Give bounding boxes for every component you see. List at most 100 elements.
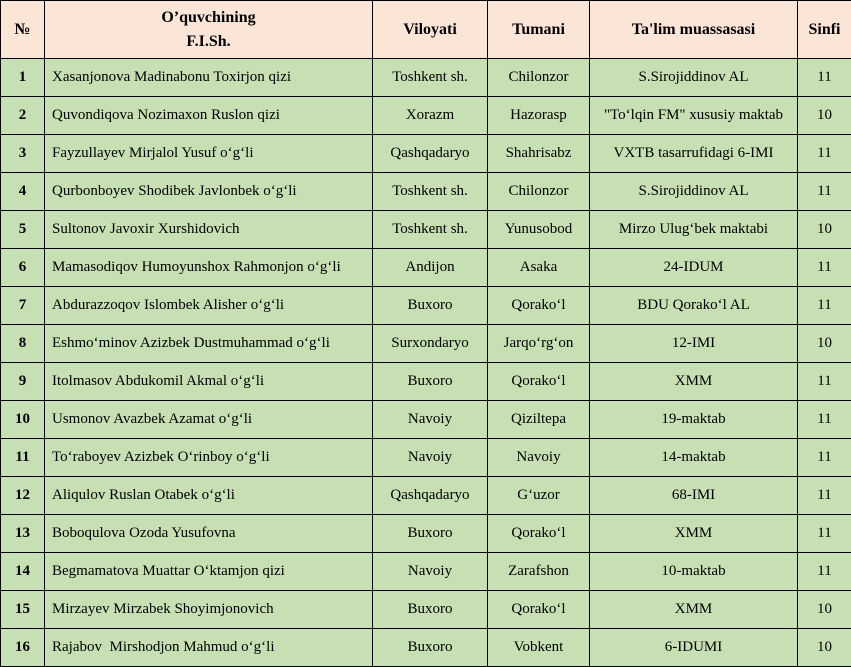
cell-student-name: Rajabov Mirshodjon Mahmud oʻgʻli [45, 629, 373, 667]
cell-district: Vobkent [488, 629, 590, 667]
cell-student-name: Begmamatova Muattar Oʻktamjon qizi [45, 553, 373, 591]
cell-institution: 24-IDUM [590, 249, 798, 287]
cell-number: 12 [1, 477, 45, 515]
cell-grade: 11 [798, 249, 851, 287]
cell-district: Navoiy [488, 439, 590, 477]
cell-region: Andijon [373, 249, 488, 287]
cell-district: Asaka [488, 249, 590, 287]
header-grade: Sinfi [798, 1, 851, 59]
cell-district: Hazorasp [488, 97, 590, 135]
cell-number: 13 [1, 515, 45, 553]
cell-institution: 12-IMI [590, 325, 798, 363]
cell-grade: 11 [798, 553, 851, 591]
table-row: 8 Eshmoʻminov Azizbek Dustmuhammad oʻgʻl… [1, 325, 851, 363]
cell-number: 10 [1, 401, 45, 439]
cell-institution: Mirzo Ulugʻbek maktabi [590, 211, 798, 249]
cell-region: Qashqadaryo [373, 135, 488, 173]
cell-district: Zarafshon [488, 553, 590, 591]
cell-student-name: Boboqulova Ozoda Yusufovna [45, 515, 373, 553]
header-district: Tumani [488, 1, 590, 59]
cell-grade: 11 [798, 173, 851, 211]
table-row: 10 Usmonov Avazbek Azamat oʻgʻli Navoiy … [1, 401, 851, 439]
cell-student-name: Mamasodiqov Humoyunshox Rahmonjon oʻgʻli [45, 249, 373, 287]
cell-student-name: Aliqulov Ruslan Otabek oʻgʻli [45, 477, 373, 515]
cell-grade: 11 [798, 59, 851, 97]
table-row: 9 Itolmasov Abdukomil Akmal oʻgʻli Buxor… [1, 363, 851, 401]
cell-institution: 10-maktab [590, 553, 798, 591]
cell-district: Chilonzor [488, 173, 590, 211]
cell-number: 4 [1, 173, 45, 211]
cell-region: Navoiy [373, 553, 488, 591]
cell-grade: 11 [798, 287, 851, 325]
cell-student-name: Quvondiqova Nozimaxon Ruslon qizi [45, 97, 373, 135]
cell-district: Chilonzor [488, 59, 590, 97]
cell-number: 9 [1, 363, 45, 401]
cell-student-name: Itolmasov Abdukomil Akmal oʻgʻli [45, 363, 373, 401]
cell-grade: 10 [798, 591, 851, 629]
cell-student-name: Usmonov Avazbek Azamat oʻgʻli [45, 401, 373, 439]
cell-region: Navoiy [373, 401, 488, 439]
cell-grade: 10 [798, 629, 851, 667]
cell-region: Buxoro [373, 363, 488, 401]
cell-number: 14 [1, 553, 45, 591]
cell-institution: VXTB tasarrufidagi 6-IMI [590, 135, 798, 173]
cell-grade: 11 [798, 439, 851, 477]
cell-number: 6 [1, 249, 45, 287]
cell-region: Surxondaryo [373, 325, 488, 363]
table-row: 15 Mirzayev Mirzabek Shoyimjonovich Buxo… [1, 591, 851, 629]
cell-number: 5 [1, 211, 45, 249]
table-row: 14 Begmamatova Muattar Oʻktamjon qizi Na… [1, 553, 851, 591]
cell-number: 11 [1, 439, 45, 477]
cell-institution: 6-IDUMI [590, 629, 798, 667]
header-student-name-line2: F.I.Sh. [186, 33, 230, 50]
cell-number: 15 [1, 591, 45, 629]
cell-grade: 11 [798, 477, 851, 515]
table-row: 1 Xasanjonova Madinabonu Toxirjon qizi T… [1, 59, 851, 97]
cell-district: Jarqoʻrgʻon [488, 325, 590, 363]
header-student-name-line1: O’quvchining [161, 9, 255, 26]
table-row: 4 Qurbonboyev Shodibek Javlonbek oʻgʻli … [1, 173, 851, 211]
cell-district: Gʻuzor [488, 477, 590, 515]
table-row: 11 Toʻraboyev Azizbek Oʻrinboy oʻgʻli Na… [1, 439, 851, 477]
cell-student-name: Mirzayev Mirzabek Shoyimjonovich [45, 591, 373, 629]
cell-institution: "Toʻlqin FM" xususiy maktab [590, 97, 798, 135]
cell-student-name: Abdurazzoqov Islombek Alisher oʻgʻli [45, 287, 373, 325]
cell-student-name: Toʻraboyev Azizbek Oʻrinboy oʻgʻli [45, 439, 373, 477]
cell-student-name: Eshmoʻminov Azizbek Dustmuhammad oʻgʻli [45, 325, 373, 363]
cell-institution: 19-maktab [590, 401, 798, 439]
cell-institution: 68-IMI [590, 477, 798, 515]
cell-student-name: Qurbonboyev Shodibek Javlonbek oʻgʻli [45, 173, 373, 211]
cell-student-name: Xasanjonova Madinabonu Toxirjon qizi [45, 59, 373, 97]
cell-region: Navoiy [373, 439, 488, 477]
cell-region: Buxoro [373, 591, 488, 629]
cell-grade: 10 [798, 97, 851, 135]
cell-region: Toshkent sh. [373, 173, 488, 211]
header-student-name: O’quvchining F.I.Sh. [45, 1, 373, 59]
cell-student-name: Sultonov Javoxir Xurshidovich [45, 211, 373, 249]
header-region: Viloyati [373, 1, 488, 59]
table-row: 3 Fayzullayev Mirjalol Yusuf oʻgʻli Qash… [1, 135, 851, 173]
cell-institution: S.Sirojiddinov AL [590, 173, 798, 211]
cell-region: Toshkent sh. [373, 211, 488, 249]
table-row: 16 Rajabov Mirshodjon Mahmud oʻgʻli Buxo… [1, 629, 851, 667]
cell-region: Qashqadaryo [373, 477, 488, 515]
cell-number: 1 [1, 59, 45, 97]
cell-number: 2 [1, 97, 45, 135]
cell-district: Yunusobod [488, 211, 590, 249]
cell-grade: 11 [798, 515, 851, 553]
table-header: № O’quvchining F.I.Sh. Viloyati Tumani T… [1, 1, 851, 59]
cell-district: Qorakoʻl [488, 591, 590, 629]
cell-institution: BDU Qorakoʻl AL [590, 287, 798, 325]
table-row: 6 Mamasodiqov Humoyunshox Rahmonjon oʻgʻ… [1, 249, 851, 287]
cell-institution: XMM [590, 591, 798, 629]
table-row: 7 Abdurazzoqov Islombek Alisher oʻgʻli B… [1, 287, 851, 325]
header-number: № [1, 1, 45, 59]
cell-region: Buxoro [373, 629, 488, 667]
cell-institution: XMM [590, 363, 798, 401]
cell-number: 7 [1, 287, 45, 325]
cell-grade: 11 [798, 401, 851, 439]
cell-grade: 11 [798, 135, 851, 173]
table-row: 2 Quvondiqova Nozimaxon Ruslon qizi Xora… [1, 97, 851, 135]
cell-district: Qorakoʻl [488, 363, 590, 401]
